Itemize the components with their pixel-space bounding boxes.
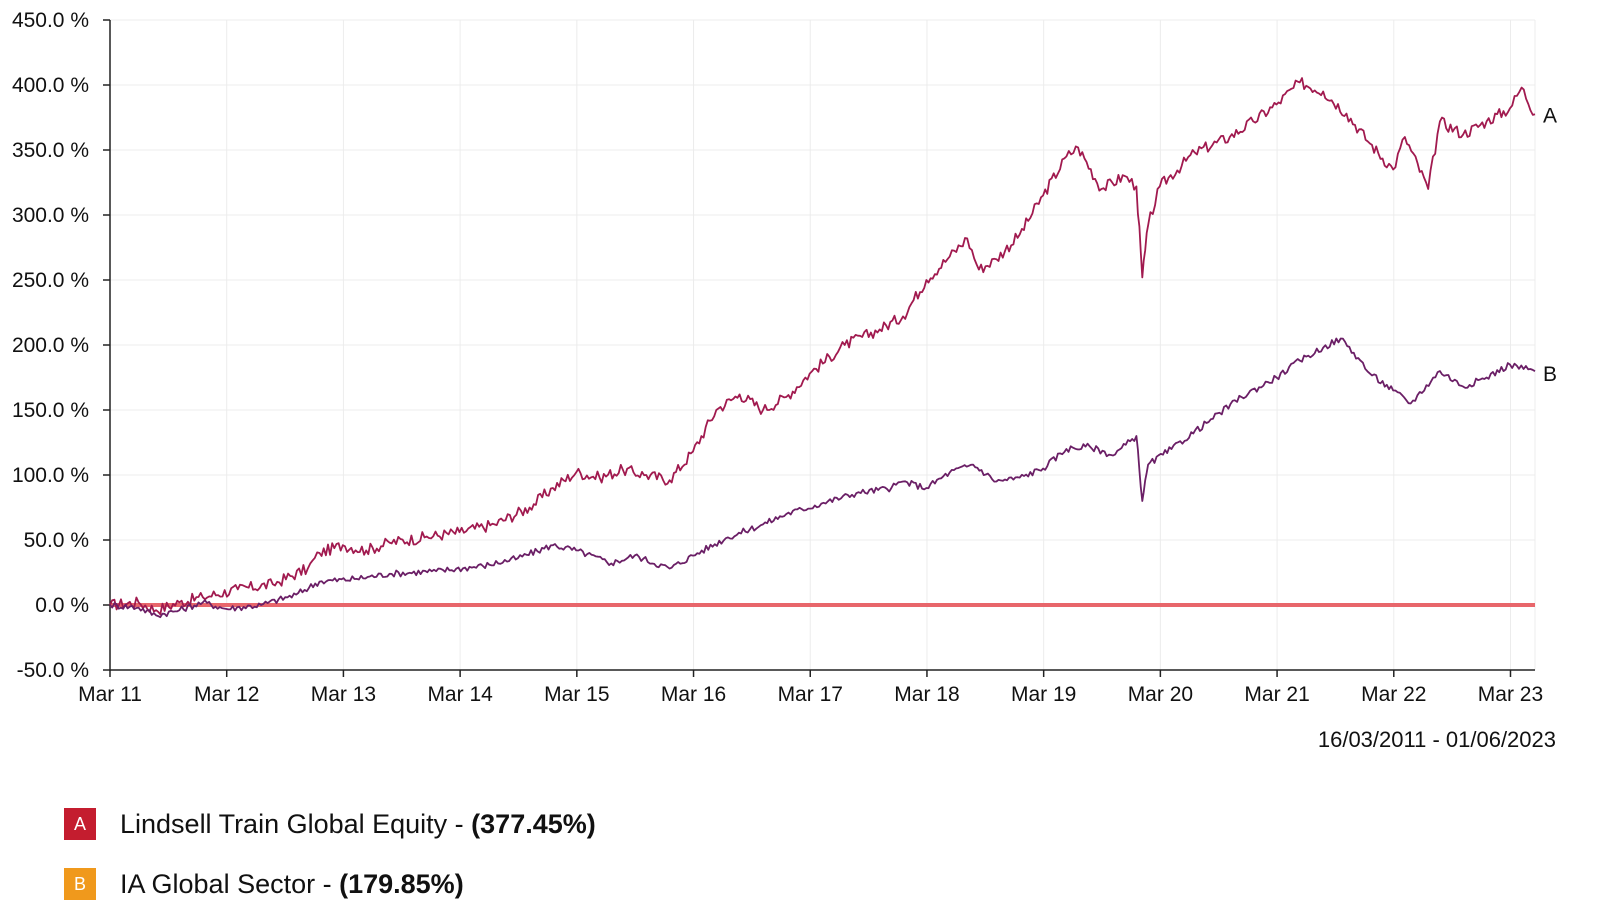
x-tick-label: Mar 21 bbox=[1244, 683, 1309, 706]
x-tick-label: Mar 18 bbox=[894, 683, 959, 706]
x-tick-label: Mar 20 bbox=[1128, 683, 1193, 706]
series-line-a bbox=[109, 77, 1536, 616]
x-tick-label: Mar 15 bbox=[544, 683, 609, 706]
y-tick-label: 300.0 % bbox=[12, 204, 89, 227]
x-tick-label: Mar 22 bbox=[1361, 683, 1426, 706]
x-tick-label: Mar 12 bbox=[194, 683, 259, 706]
legend-label-b: IA Global Sector - (179.85%) bbox=[120, 869, 464, 899]
chart-grid bbox=[109, 19, 1536, 671]
chart-axes bbox=[103, 19, 1535, 677]
date-range-label: 16/03/2011 - 01/06/2023 bbox=[1317, 727, 1556, 752]
y-tick-label: -50.0 % bbox=[17, 659, 89, 682]
legend-badge-a: A bbox=[64, 808, 96, 840]
series-end-label-a: A bbox=[1543, 104, 1557, 127]
legend-value-b: (179.85%) bbox=[339, 869, 464, 899]
y-tick-label: 200.0 % bbox=[12, 334, 89, 357]
x-tick-label: Mar 19 bbox=[1011, 683, 1076, 706]
legend-value-a: (377.45%) bbox=[471, 809, 596, 839]
legend-label-a: Lindsell Train Global Equity - (377.45%) bbox=[120, 809, 596, 839]
legend-badge-b: B bbox=[64, 868, 96, 900]
x-tick-label: Mar 23 bbox=[1478, 683, 1543, 706]
x-tick-label: Mar 11 bbox=[78, 683, 142, 706]
y-tick-label: 250.0 % bbox=[12, 269, 89, 292]
y-tick-label: 0.0 % bbox=[35, 594, 89, 617]
y-tick-label: 100.0 % bbox=[12, 464, 89, 487]
y-tick-label: 450.0 % bbox=[12, 9, 89, 32]
y-tick-label: 150.0 % bbox=[12, 399, 89, 422]
chart-labels: 450.0 % 400.0 % 350.0 % 300.0 % 250.0 % 200.0… bbox=[12, 9, 1557, 706]
chart-series bbox=[109, 77, 1536, 619]
performance-chart: 450.0 % 400.0 % 350.0 % 300.0 % 250.0 % 200.0… bbox=[12, 9, 1557, 706]
y-tick-label: 50.0 % bbox=[24, 529, 89, 552]
series-end-label-b: B bbox=[1543, 363, 1557, 386]
x-tick-label: Mar 17 bbox=[778, 683, 843, 706]
x-tick-label: Mar 13 bbox=[311, 683, 376, 706]
x-tick-label: Mar 16 bbox=[661, 683, 726, 706]
x-tick-label: Mar 14 bbox=[427, 683, 493, 706]
y-tick-label: 350.0 % bbox=[12, 139, 89, 162]
series-line-b bbox=[109, 337, 1536, 619]
y-tick-label: 400.0 % bbox=[12, 74, 89, 97]
